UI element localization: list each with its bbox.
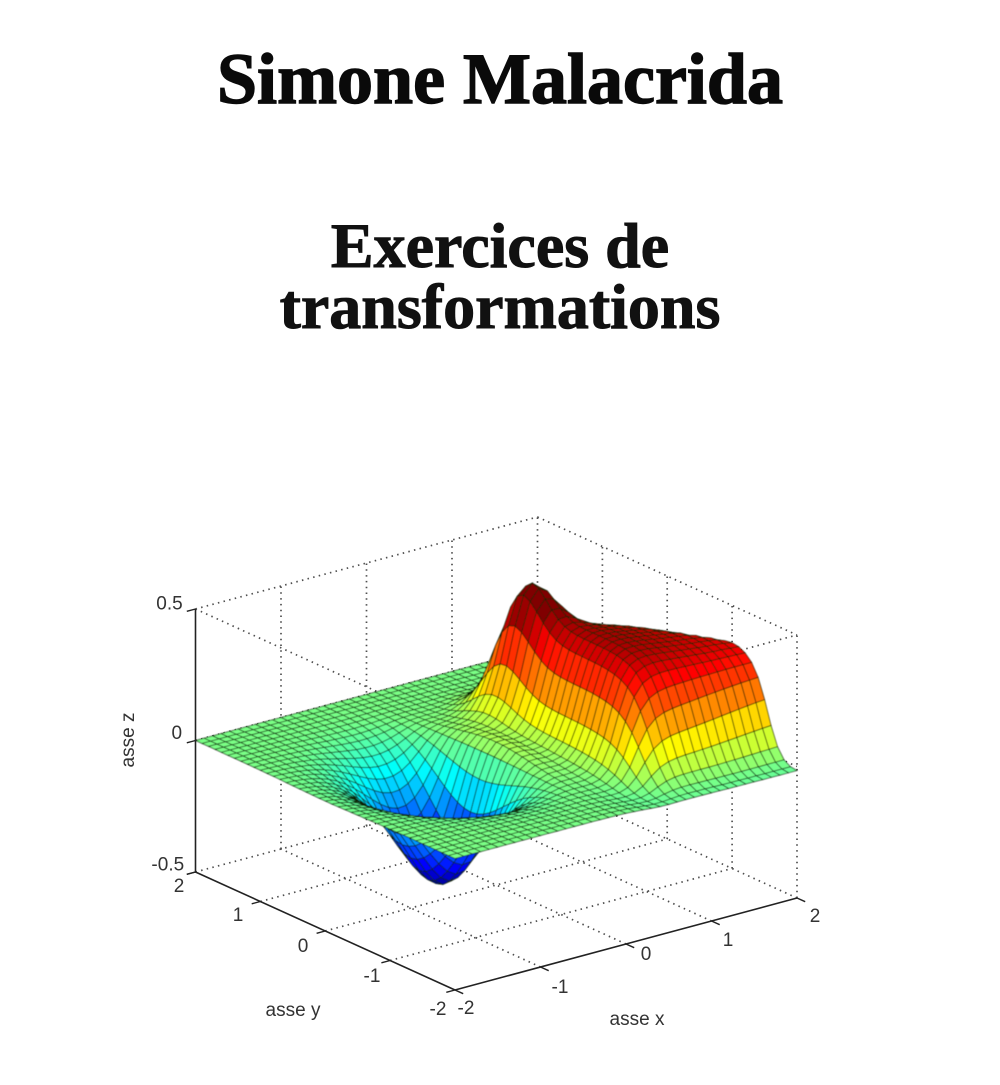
svg-text:0.5: 0.5 — [156, 594, 182, 615]
svg-text:0: 0 — [641, 944, 652, 965]
svg-text:asse x: asse x — [610, 1009, 665, 1030]
svg-text:-1: -1 — [364, 966, 381, 987]
svg-text:0: 0 — [172, 723, 183, 744]
svg-text:-2: -2 — [430, 999, 447, 1020]
svg-text:2: 2 — [174, 876, 185, 897]
svg-text:2: 2 — [810, 906, 821, 927]
svg-text:-0.5: -0.5 — [151, 855, 184, 876]
svg-text:0: 0 — [298, 936, 309, 957]
svg-text:asse y: asse y — [266, 1000, 321, 1021]
svg-text:-2: -2 — [458, 998, 475, 1019]
svg-text:-1: -1 — [552, 977, 569, 998]
svg-text:asse z: asse z — [118, 713, 139, 768]
svg-text:1: 1 — [723, 930, 734, 951]
svg-text:1: 1 — [233, 905, 244, 926]
